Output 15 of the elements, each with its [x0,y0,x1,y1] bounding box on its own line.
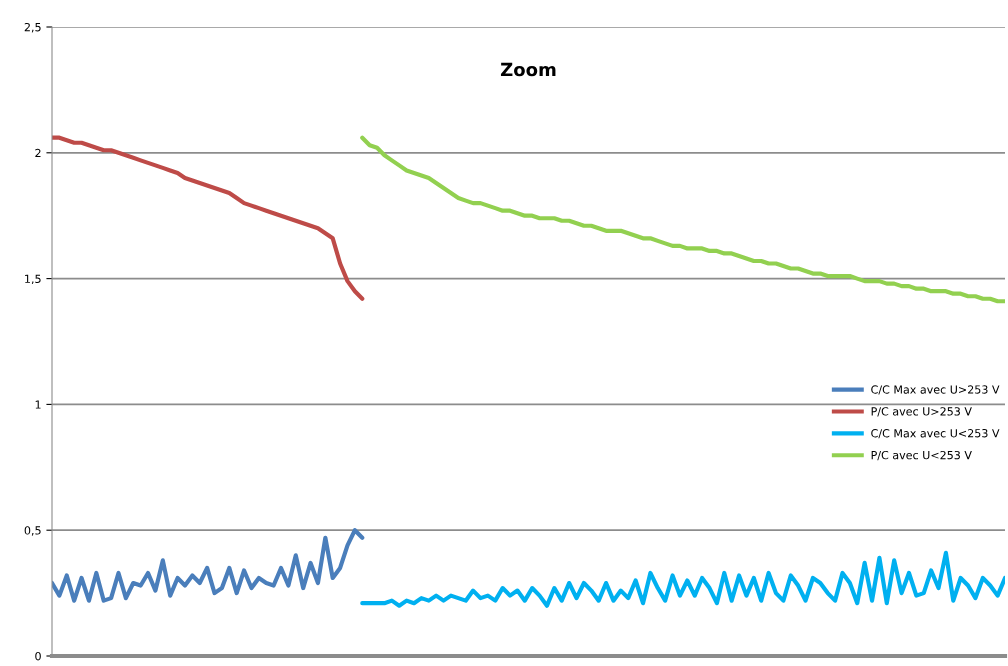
y-tick-label: 2 [35,148,41,158]
legend-label: C/C Max avec U<253 V [871,429,1000,439]
legend-label: C/C Max avec U>253 V [871,385,1000,395]
text: Zoom [500,62,556,77]
line-series [360,135,1005,304]
y-tick-label: 0 [35,651,41,661]
y-tick-label: 1,5 [25,274,41,285]
legend-label: P/C avec U<253 V [871,450,972,461]
legend-label: P/C avec U>253 V [871,407,972,417]
y-tick-label: 2,5 [24,22,41,33]
line-series [52,528,365,603]
y-tick-label: 0,5 [24,526,41,536]
y-tick-label: 1 [35,400,41,409]
line-series [52,135,365,301]
line-series [360,550,1005,608]
